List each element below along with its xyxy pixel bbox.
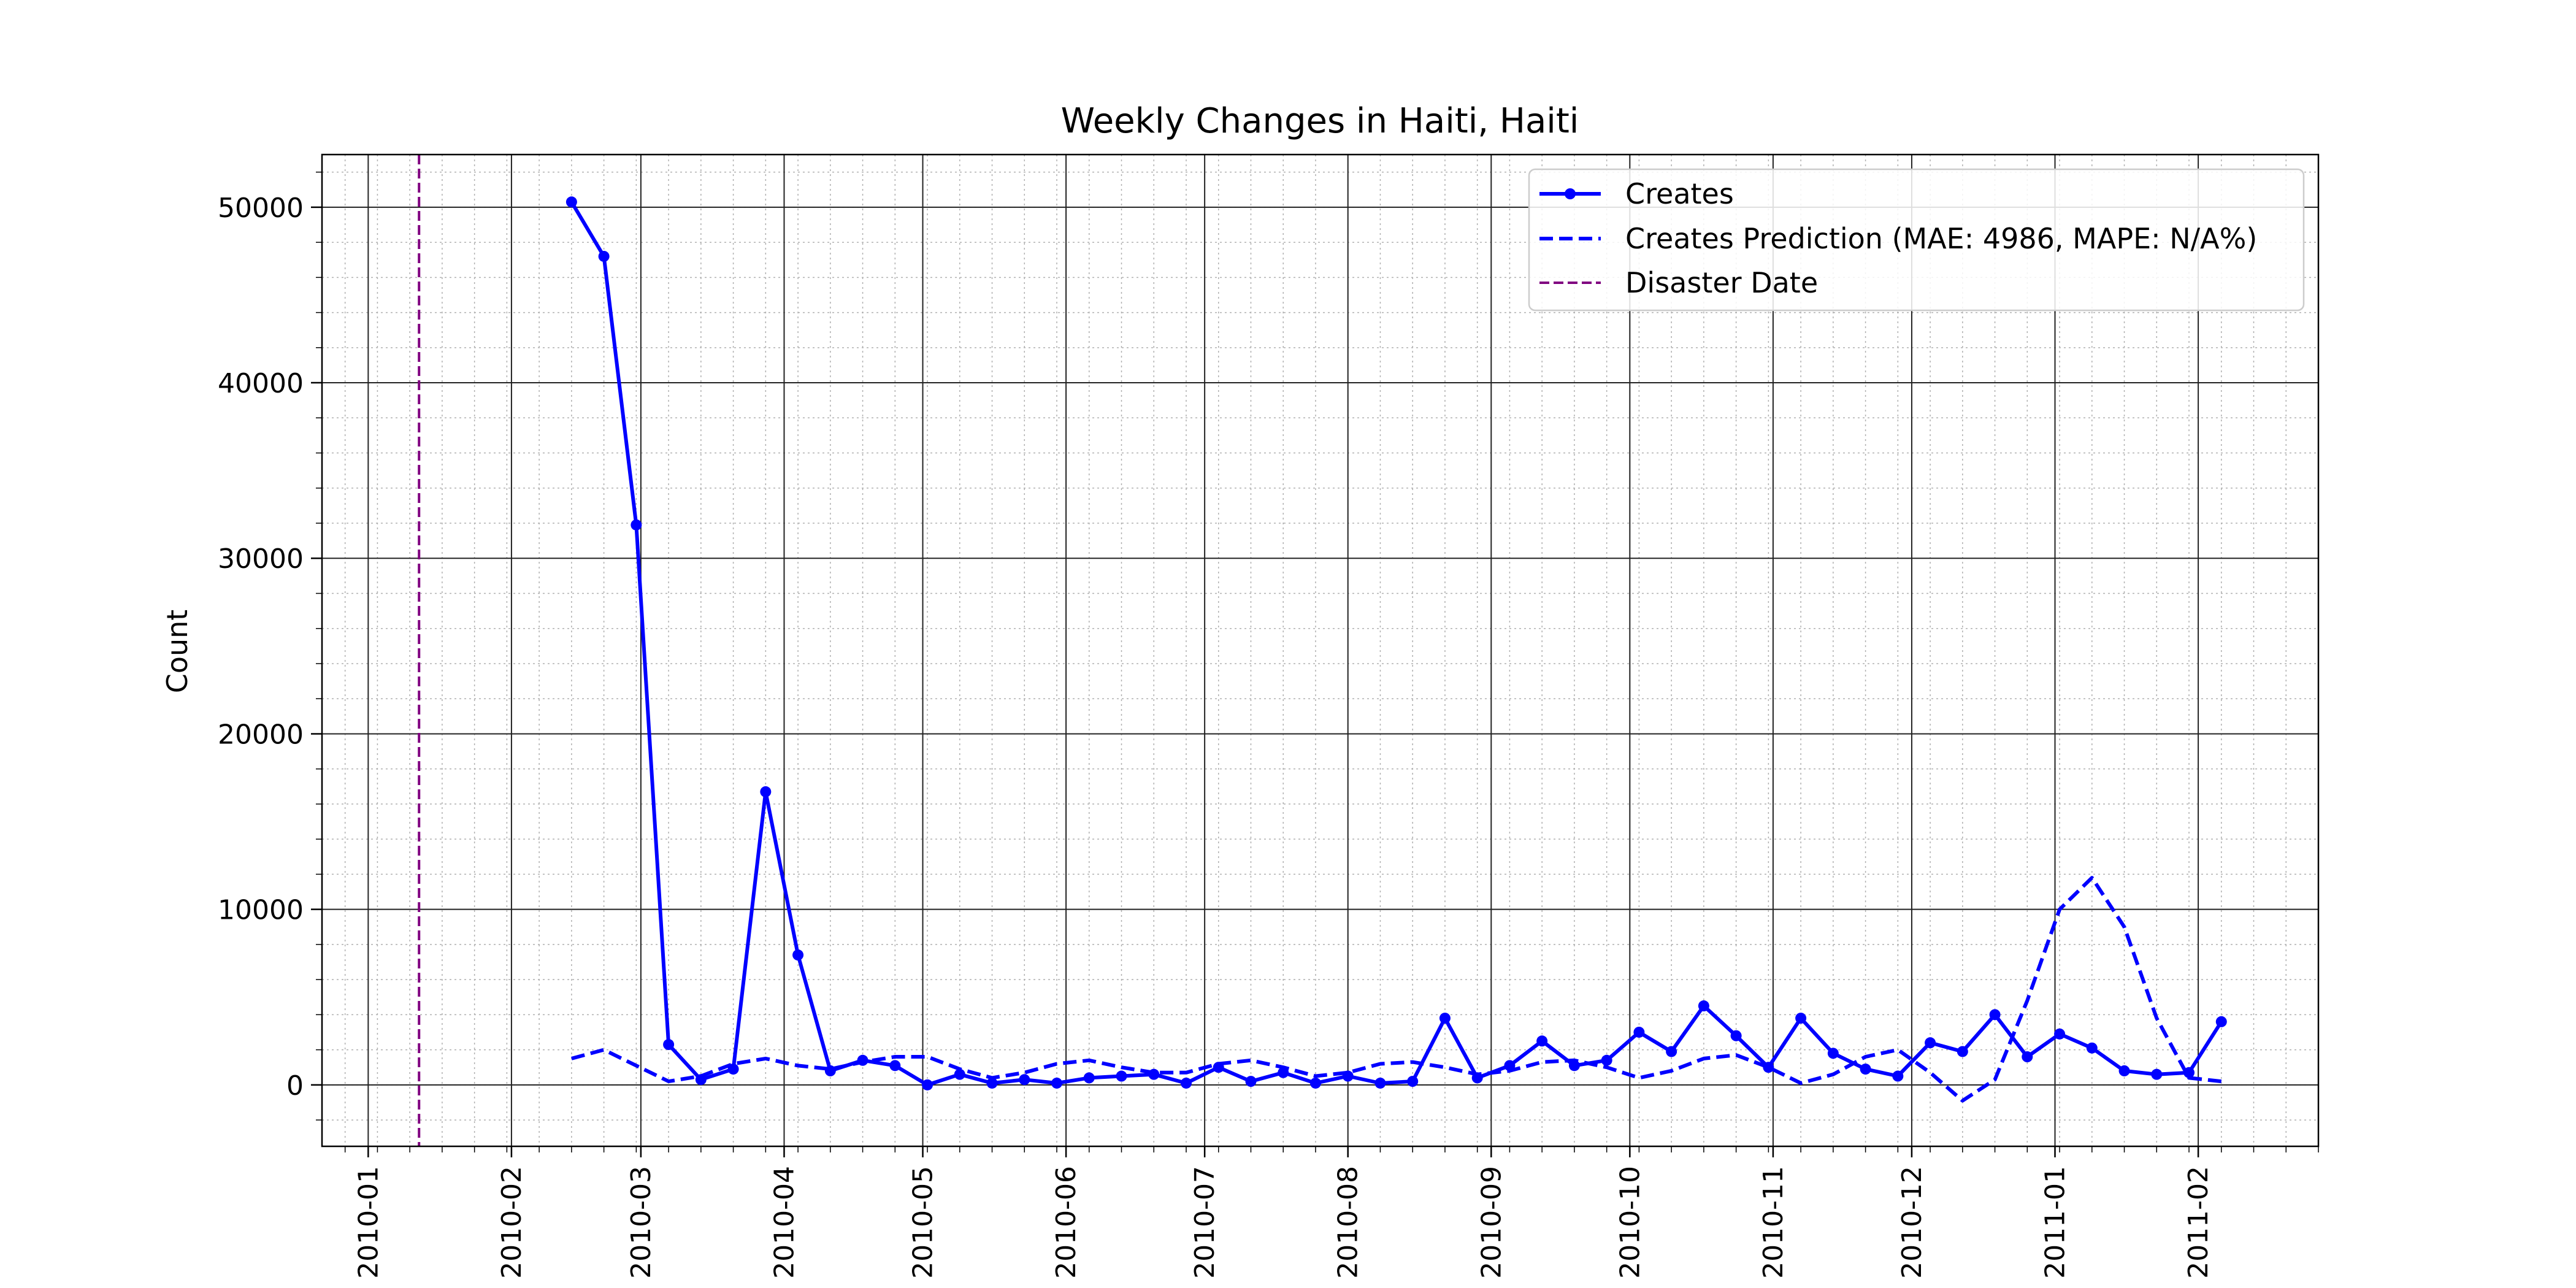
creates-point [1245,1076,1257,1087]
creates-point [2151,1068,2163,1080]
x-tick-label: 2010-02 [496,1166,527,1279]
plot-area: 2010-01 2010-02 2010-03 2010-04 2010-05 2010-… [218,153,2320,1279]
x-tick-label: 2010-07 [1189,1166,1221,1279]
creates-point [889,1060,901,1071]
plot-frame [321,153,2320,1148]
x-tick-label: 2010-05 [908,1166,939,1279]
x-tick-label: 2010-12 [1896,1166,1928,1279]
x-tick-label: 2010-08 [1333,1166,1364,1279]
creates-point [1568,1060,1580,1071]
creates-point [1051,1077,1063,1089]
y-tick-label: 10000 [218,895,304,926]
x-tick-label: 2010-01 [353,1166,384,1279]
creates-point [1633,1026,1645,1038]
creates-point [1309,1077,1321,1089]
creates-point [1601,1054,1612,1066]
x-tick-label: 2011-01 [2040,1166,2071,1279]
creates-point [2086,1042,2098,1054]
creates-point [1374,1077,1386,1089]
creates-point [1730,1030,1742,1041]
creates-point [2054,1028,2066,1040]
x-tick-label: 2010-03 [626,1166,657,1279]
creates-point [1019,1074,1030,1086]
creates-point [1407,1076,1419,1087]
y-tick-label: 40000 [218,368,304,399]
y-tick-label: 30000 [218,543,304,575]
creates-point [1083,1072,1095,1084]
creates-point [1698,1000,1709,1012]
series-layer [565,196,2227,1103]
creates-point [986,1077,998,1089]
creates-point [565,196,577,208]
creates-point [631,519,642,531]
legend-marker-creates [1565,188,1576,199]
creates-point [760,786,772,797]
y-axis-label: Count [161,610,194,694]
x-tick-label: 2010-04 [769,1166,800,1279]
legend-box [1528,168,2305,312]
creates-point [1925,1037,1936,1049]
y-tick-label: 50000 [218,193,304,224]
creates-point [1180,1077,1192,1089]
chart-title: Weekly Changes in Haiti, Haiti [1061,101,1579,141]
creates-point [1989,1009,2001,1021]
creates-point [1860,1064,1871,1075]
x-tick-label: 2010-11 [1758,1166,1789,1279]
x-tick-label: 2010-09 [1476,1166,1507,1279]
creates-point [922,1079,933,1091]
creates-point [2215,1016,2227,1027]
creates-point [1536,1035,1548,1047]
legend-label: Disaster Date [1625,266,1818,299]
x-tick-label: 2010-06 [1051,1166,1082,1279]
y-tick-label: 20000 [218,719,304,750]
creates-point [2022,1051,2033,1063]
creates-point [1666,1046,1677,1057]
creates-point [1957,1046,1968,1057]
legend: Creates Creates Prediction (MAE: 4986, MA… [1528,168,2305,312]
creates-point [1827,1048,1839,1059]
plot-background [322,155,2318,1146]
creates-point [1795,1013,1807,1024]
y-tick-label: 0 [286,1070,304,1102]
creates-point [792,949,804,961]
legend-label: Creates Prediction (MAE: 4986, MAPE: N/A… [1625,222,2257,255]
axis-ticks: 2010-01 2010-02 2010-03 2010-04 2010-05 2010-… [218,171,2319,1279]
creates-point [1116,1070,1127,1082]
creates-point [598,250,610,262]
creates-point [954,1068,965,1080]
x-tick-label: 2010-10 [1614,1166,1646,1279]
prediction-line [571,876,2222,1103]
creates-point [1892,1070,1904,1082]
creates-point [663,1039,675,1051]
creates-point [2118,1065,2130,1076]
x-tick-label: 2011-02 [2183,1166,2214,1279]
creates-point [1439,1013,1451,1024]
legend-label: Creates [1625,177,1734,210]
